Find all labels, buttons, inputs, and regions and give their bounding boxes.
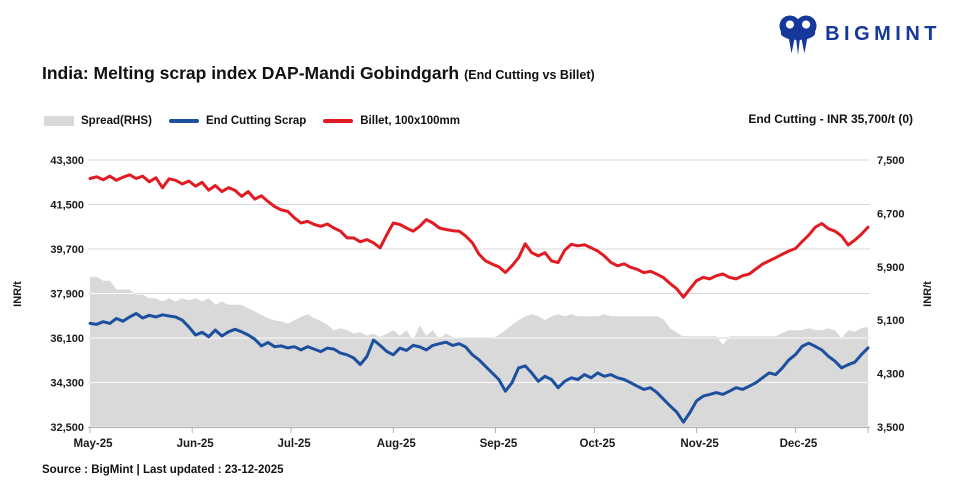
billet-line-swatch-icon	[323, 119, 354, 123]
svg-text:4,300: 4,300	[877, 369, 905, 381]
svg-text:5,100: 5,100	[877, 315, 905, 327]
svg-text:39,700: 39,700	[50, 244, 84, 256]
svg-text:32,500: 32,500	[50, 422, 84, 434]
end-cutting-line-swatch-icon	[168, 119, 199, 123]
svg-text:7,500: 7,500	[877, 155, 905, 167]
legend-label-billet: Billet, 100x100mm	[360, 115, 460, 127]
svg-text:36,100: 36,100	[50, 333, 84, 345]
svg-text:May-25: May-25	[74, 438, 114, 450]
latest-price-annotation: End Cutting - INR 35,700/t (0)	[748, 112, 913, 126]
legend-item-billet: Billet, 100x100mm	[323, 115, 460, 127]
svg-text:Jul-25: Jul-25	[277, 438, 311, 450]
svg-text:Sep-25: Sep-25	[480, 438, 518, 450]
legend-label-end-cutting: End Cutting Scrap	[205, 115, 307, 127]
svg-text:Jun-25: Jun-25	[177, 438, 215, 450]
svg-text:41,500: 41,500	[50, 200, 84, 212]
svg-text:6,700: 6,700	[877, 208, 905, 220]
source-footer: Source : BigMint | Last updated : 23-12-…	[42, 464, 284, 476]
legend-item-spread: Spread(RHS)	[44, 115, 152, 127]
chart-title: India: Melting scrap index DAP-Mandi Gob…	[42, 63, 595, 84]
svg-text:3,500: 3,500	[877, 422, 905, 434]
chart-title-suffix: (End Cutting vs Billet)	[464, 68, 595, 82]
legend-label-spread: Spread(RHS)	[81, 115, 152, 127]
chart-legend: Spread(RHS) End Cutting Scrap Billet, 10…	[44, 113, 460, 129]
svg-text:5,900: 5,900	[877, 262, 905, 274]
spread-area-swatch-icon	[44, 116, 74, 126]
svg-text:INR/t: INR/t	[922, 281, 934, 307]
svg-text:34,300: 34,300	[50, 378, 84, 390]
bigmint-logo: BIGMINT	[779, 14, 941, 55]
svg-text:Oct-25: Oct-25	[579, 438, 615, 450]
chart-title-main: India: Melting scrap index DAP-Mandi Gob…	[42, 63, 460, 83]
svg-text:Dec-25: Dec-25	[780, 438, 818, 450]
svg-text:43,300: 43,300	[50, 155, 84, 167]
bigmint-logo-icon	[779, 15, 817, 55]
svg-text:Nov-25: Nov-25	[680, 438, 719, 450]
svg-text:Aug-25: Aug-25	[377, 438, 417, 450]
svg-text:INR/t: INR/t	[12, 281, 24, 307]
legend-item-end-cutting: End Cutting Scrap	[168, 115, 307, 127]
bigmint-logo-text: BIGMINT	[825, 23, 941, 45]
svg-text:37,900: 37,900	[50, 289, 84, 301]
